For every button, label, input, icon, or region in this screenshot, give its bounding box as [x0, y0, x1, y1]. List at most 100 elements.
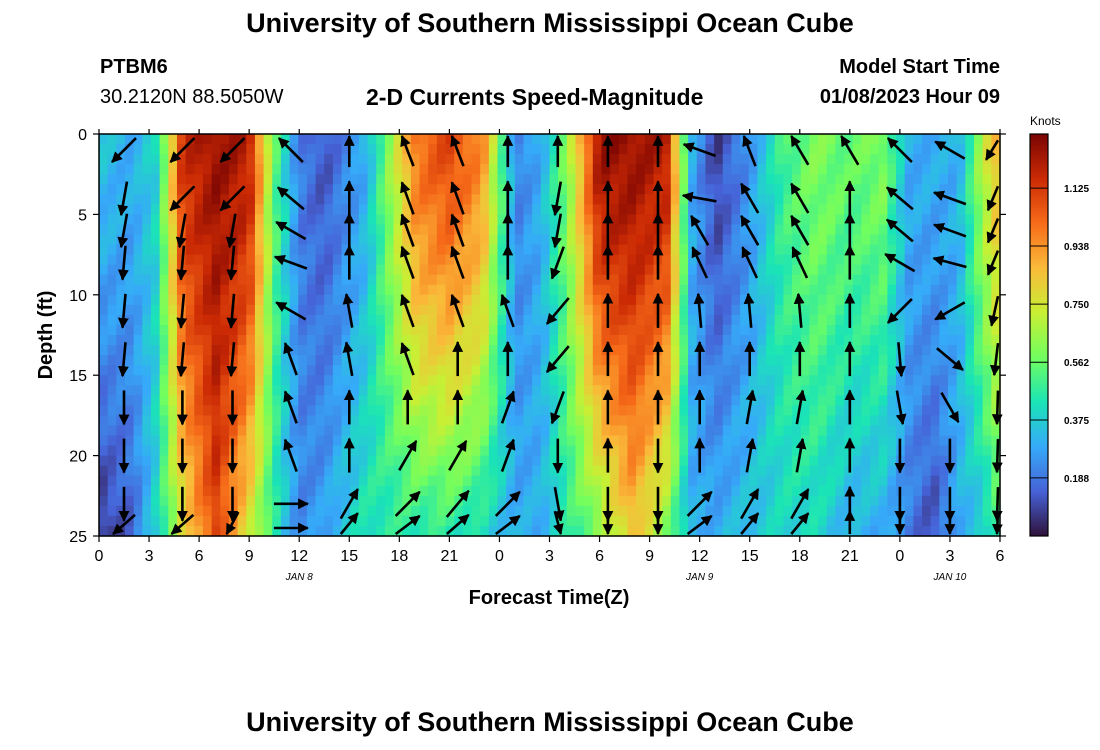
- heatmap-cell: [168, 445, 178, 457]
- heatmap-cell: [506, 465, 516, 477]
- heatmap-cell: [705, 385, 715, 396]
- heatmap-cell: [644, 405, 655, 416]
- heatmap-cell: [272, 284, 282, 296]
- heatmap-cell: [419, 465, 429, 477]
- heatmap-cell: [601, 194, 611, 205]
- heatmap-cell: [116, 214, 126, 226]
- heatmap-cell: [904, 475, 914, 487]
- heatmap-cell: [436, 435, 447, 447]
- heatmap-cell: [393, 345, 403, 356]
- heatmap-cell: [306, 365, 317, 376]
- heatmap-cell: [540, 294, 551, 306]
- heatmap-cell: [289, 475, 299, 487]
- heatmap-cell: [324, 204, 334, 215]
- heatmap-cell: [904, 224, 914, 236]
- heatmap-cell: [393, 485, 403, 497]
- heatmap-cell: [540, 405, 551, 416]
- heatmap-cell: [480, 284, 490, 296]
- heatmap-cell: [974, 254, 984, 266]
- heatmap-cell: [384, 375, 395, 386]
- heatmap-cell: [246, 465, 256, 477]
- heatmap-cell: [740, 324, 750, 336]
- heatmap-cell: [246, 324, 256, 336]
- heatmap-cell: [870, 515, 880, 527]
- heatmap-cell: [662, 274, 672, 286]
- heatmap-cell: [254, 405, 265, 416]
- heatmap-cell: [939, 385, 949, 396]
- heatmap-cell: [566, 505, 577, 517]
- heatmap-cell: [237, 314, 247, 326]
- heatmap-cell: [592, 294, 603, 306]
- heatmap-cell: [748, 184, 759, 195]
- heatmap-cell: [644, 194, 655, 205]
- heatmap-cell: [575, 304, 585, 316]
- heatmap-cell: [696, 355, 707, 366]
- heatmap-cell: [107, 465, 117, 477]
- heatmap-cell: [878, 435, 888, 447]
- heatmap-cell: [142, 435, 152, 447]
- heatmap-cell: [116, 244, 126, 256]
- heatmap-cell: [982, 324, 992, 336]
- heatmap-cell: [263, 355, 273, 366]
- heatmap-cell: [289, 314, 299, 326]
- heatmap-cell: [124, 345, 135, 356]
- heatmap-cell: [168, 515, 178, 527]
- heatmap-cell: [731, 345, 741, 356]
- heatmap-cell: [367, 164, 377, 175]
- heatmap-cell: [618, 244, 629, 256]
- heatmap-cell: [419, 485, 429, 497]
- heatmap-cell: [315, 314, 325, 326]
- heatmap-cell: [818, 274, 828, 286]
- current-vector: [169, 185, 196, 212]
- heatmap-cell: [627, 405, 637, 416]
- heatmap-cell: [896, 274, 906, 286]
- heatmap-cell: [393, 234, 403, 246]
- heatmap-cell: [662, 284, 672, 296]
- heatmap-cell: [636, 405, 646, 416]
- heatmap-cell: [575, 184, 585, 195]
- heatmap-cell: [202, 284, 213, 296]
- heatmap-cell: [774, 254, 785, 266]
- heatmap-cell: [497, 345, 507, 356]
- heatmap-cell: [679, 525, 689, 537]
- heatmap-cell: [688, 485, 698, 497]
- heatmap-cell: [584, 385, 594, 396]
- heatmap-cell: [168, 134, 178, 145]
- heatmap-cell: [688, 274, 698, 286]
- heatmap-cell: [826, 375, 836, 386]
- heatmap-cell: [532, 254, 542, 266]
- heatmap-cell: [636, 475, 646, 487]
- heatmap-cell: [766, 395, 776, 406]
- heatmap-cell: [298, 154, 308, 165]
- heatmap-cell: [601, 395, 611, 406]
- heatmap-cell: [514, 345, 525, 356]
- heatmap-cell: [376, 264, 386, 276]
- heatmap-cell: [298, 194, 308, 205]
- heatmap-cell: [324, 405, 334, 416]
- heatmap-cell: [714, 234, 724, 246]
- heatmap-cell: [315, 515, 325, 527]
- heatmap-cell: [150, 164, 161, 175]
- heatmap-cell: [523, 365, 533, 376]
- heatmap-cell: [211, 365, 221, 376]
- heatmap-cell: [896, 254, 906, 266]
- heatmap-cell: [592, 405, 603, 416]
- heatmap-cell: [965, 144, 975, 155]
- heatmap-cell: [584, 254, 594, 266]
- heatmap-cell: [194, 194, 204, 205]
- heatmap-cell: [150, 194, 161, 205]
- heatmap-cell: [740, 465, 750, 477]
- heatmap-cell: [913, 234, 923, 246]
- heatmap-cell: [237, 405, 247, 416]
- heatmap-cell: [618, 204, 629, 215]
- heatmap-cell: [142, 405, 152, 416]
- heatmap-cell: [488, 415, 499, 427]
- heatmap-cell: [176, 164, 187, 175]
- heatmap-cell: [974, 194, 984, 205]
- heatmap-cell: [852, 525, 862, 537]
- heatmap-cell: [809, 244, 819, 256]
- heatmap-cell: [662, 324, 672, 336]
- heatmap-cell: [419, 224, 429, 236]
- heatmap-cell: [618, 395, 629, 406]
- heatmap-cell: [774, 204, 785, 215]
